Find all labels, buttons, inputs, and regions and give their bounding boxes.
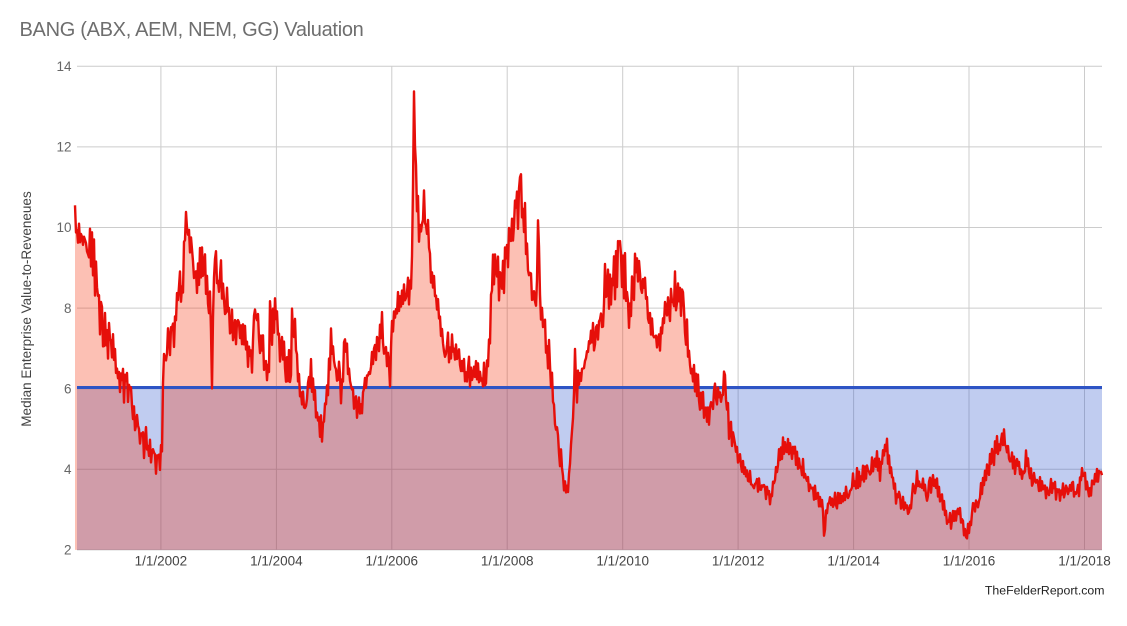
svg-text:2: 2 (64, 543, 72, 558)
svg-text:6: 6 (64, 381, 72, 396)
svg-text:1/1/2014: 1/1/2014 (827, 554, 880, 569)
svg-text:TheFelderReport.com: TheFelderReport.com (985, 584, 1105, 598)
svg-text:1/1/2002: 1/1/2002 (135, 554, 188, 569)
svg-text:4: 4 (64, 462, 72, 477)
svg-text:14: 14 (56, 59, 72, 74)
svg-text:1/1/2004: 1/1/2004 (250, 554, 303, 569)
svg-text:10: 10 (56, 220, 71, 235)
svg-text:8: 8 (64, 301, 72, 316)
svg-text:1/1/2008: 1/1/2008 (481, 554, 534, 569)
svg-text:1/1/2006: 1/1/2006 (366, 554, 419, 569)
svg-text:1/1/2016: 1/1/2016 (943, 554, 996, 569)
svg-text:1/1/2012: 1/1/2012 (712, 554, 765, 569)
svg-text:Median Enterprise Value-to-Rev: Median Enterprise Value-to-Reveneues (19, 191, 34, 427)
svg-text:1/1/2018: 1/1/2018 (1058, 554, 1111, 569)
svg-text:12: 12 (56, 140, 71, 155)
svg-text:BANG (ABX, AEM, NEM, GG) Valua: BANG (ABX, AEM, NEM, GG) Valuation (20, 19, 364, 41)
svg-text:1/1/2010: 1/1/2010 (596, 554, 649, 569)
